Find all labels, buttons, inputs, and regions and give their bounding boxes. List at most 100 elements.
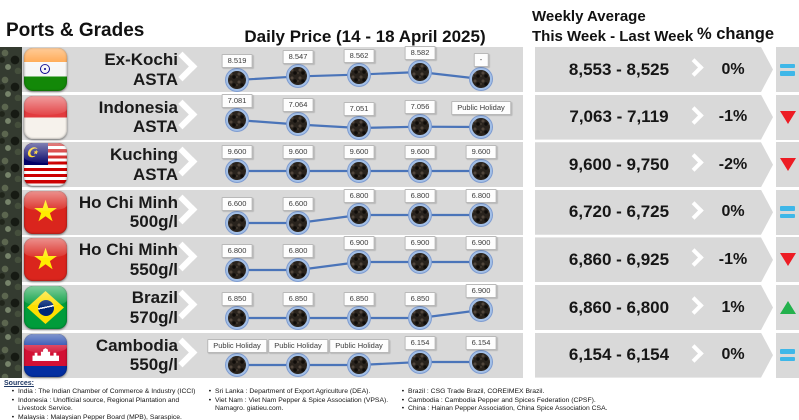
- price-point-label: Public Holiday: [207, 338, 267, 353]
- peppercorn-data-point: [348, 63, 370, 86]
- price-point-label: Public Holiday: [451, 100, 511, 115]
- vietnam-flag-icon: ★: [24, 238, 67, 282]
- price-line: [237, 308, 482, 320]
- source-item: • Malaysia : Malaysian Pepper Board (MPB)…: [11, 413, 182, 420]
- percent-change-value: -1%: [718, 108, 748, 126]
- trend-indicator-cell: [776, 142, 799, 188]
- price-point-label: 6.800: [221, 244, 253, 259]
- peppercorn-data-point: [409, 307, 431, 329]
- row-band: [0, 189, 523, 235]
- price-line: [236, 70, 482, 82]
- peppercorn-data-point: [226, 307, 248, 329]
- peppercorn-data-point: [409, 160, 431, 183]
- peppercorn-data-point: [348, 160, 370, 183]
- price-point-label: 7.056: [404, 100, 436, 115]
- port-name: Ho Chi Minh: [78, 240, 178, 260]
- price-point-label: 9.600: [404, 145, 436, 160]
- source-item: • Cambodia : Cambodia Pepper and Spices F…: [401, 396, 596, 404]
- trend-indicator-cell: [776, 285, 799, 330]
- price-point-label: 6.900: [465, 236, 497, 251]
- grade-name: ASTA: [132, 69, 178, 89]
- price-point-label: 6.850: [221, 292, 253, 306]
- price-row-indonesia-asta: Indonesia ASTA 7.081 7.064 7.051 7.056 Public …: [0, 93, 799, 140]
- price-point-label: 6.850: [404, 292, 436, 306]
- sources-column: • India : The Indian Chamber of Commerce …: [8, 388, 200, 420]
- peppercorn-data-point: [287, 113, 309, 136]
- peppercorn-data-point: [470, 160, 492, 183]
- price-point-label: -: [473, 53, 489, 67]
- weekly-average-value: 9,600 - 9,750: [568, 154, 670, 174]
- port-grade-label: Ex-Kochi ASTA: [60, 50, 178, 89]
- weekly-average-cell: 6,720 - 6,725 0%: [535, 189, 773, 235]
- weekly-average-cell: 6,860 - 6,925 -1%: [535, 237, 773, 283]
- price-point-label: 9.600: [282, 145, 314, 160]
- grade-name: 570g/l: [129, 307, 178, 327]
- price-point-label: 8.582: [404, 46, 436, 60]
- peppercorn-data-point: [348, 116, 370, 139]
- weekly-average-value: 6,720 - 6,725: [568, 202, 670, 222]
- percent-change-value: 1%: [721, 298, 745, 316]
- weekly-average-cell: 8,553 - 8,525 0%: [535, 47, 773, 92]
- weekly-average-value: 7,063 - 7,119: [569, 107, 669, 127]
- price-point-label: 6.600: [282, 196, 314, 211]
- peppercorn-data-point: [409, 203, 431, 226]
- peppercorn-data-point: [226, 211, 248, 234]
- daily-price-chart: Public Holiday Public Holiday Public Holid…: [0, 333, 523, 378]
- trend-indicator-cell: [776, 332, 799, 378]
- peppercorn-data-point: [470, 203, 492, 226]
- port-grade-label: Kuching ASTA: [60, 145, 178, 184]
- row-band: [0, 94, 523, 140]
- peppercorn-data-point: [470, 299, 492, 321]
- price-row-kuching-asta: ☪ Kuching ASTA 9.600 9.600 9.600 9.600 9.600 9,6…: [0, 142, 799, 188]
- sources-label: Sources:: [4, 380, 34, 387]
- price-point-label: 8.519: [221, 54, 253, 68]
- trend-indicator-cell: [776, 189, 799, 235]
- peppercorn-data-point: [470, 350, 492, 373]
- grade-name: 550g/l: [129, 355, 178, 375]
- price-point-label: 7.051: [343, 101, 375, 116]
- trend-indicator-cell: [776, 94, 799, 140]
- daily-price-chart: 6.800 6.800 6.900 6.900 6.900: [0, 236, 523, 282]
- source-item: • China : Hainan Pepper Association, Chin…: [401, 405, 608, 413]
- peppercorn-data-point: [348, 307, 370, 329]
- price-point-label: 9.600: [343, 145, 375, 160]
- up-triangle-icon: [779, 301, 796, 314]
- equal-icon: [780, 349, 795, 362]
- port-name: Ho Chi Minh: [78, 192, 178, 212]
- peppercorn-data-point: [348, 353, 370, 376]
- source-item: • Viet Nam : Viet Nam Pepper & Spice Asso…: [208, 396, 389, 413]
- weekly-average-cell: 6,154 - 6,154 0%: [535, 332, 773, 378]
- weekly-average-line1: Weekly Average: [532, 8, 646, 25]
- daily-price-chart: 6.600 6.600 6.800 6.800 6.800: [0, 188, 523, 235]
- price-point-label: 8.547: [282, 50, 314, 65]
- price-point-label: 6.600: [221, 196, 253, 211]
- daily-price-chart: 8.519 8.547 8.562 8.582 -: [0, 46, 523, 92]
- price-point-label: 6.850: [282, 292, 314, 306]
- peppercorn-data-point: [409, 115, 431, 138]
- peppercorn-data-point: [287, 259, 309, 282]
- trend-indicator-cell: [776, 237, 799, 283]
- weekly-average-line2: This Week - Last Week: [532, 28, 694, 45]
- weekly-average-cell: 9,600 - 9,750 -2%: [535, 142, 773, 188]
- row-band: [0, 47, 523, 92]
- weekly-average-header: Weekly Average This Week - Last Week: [532, 7, 693, 47]
- price-line: [237, 170, 481, 173]
- row-band: [0, 237, 523, 283]
- port-name: Cambodia: [95, 335, 178, 355]
- weekly-average-value: 8,553 - 8,525: [568, 59, 670, 79]
- source-item: • India : The Indian Chamber of Commerce …: [11, 388, 196, 395]
- peppercorn-data-point: [470, 68, 492, 90]
- source-item: • Brazil : CSG Trade Brazil, COREIMEX Bra…: [401, 388, 545, 395]
- cambodia-flag-icon: [24, 333, 67, 377]
- port-name: Kuching: [110, 145, 178, 165]
- down-triangle-icon: [779, 110, 796, 124]
- vietnam-flag-icon: ★: [24, 190, 67, 234]
- daily-price-chart: 6.850 6.850 6.850 6.850 6.900: [0, 284, 523, 330]
- grade-name: ASTA: [132, 117, 178, 137]
- weekly-average-cell: 7,063 - 7,119 -1%: [535, 94, 773, 140]
- peppercorn-data-point: [409, 251, 431, 274]
- peppercorn-data-point: [287, 353, 309, 376]
- port-grade-label: Ho Chi Minh 550g/l: [60, 240, 178, 279]
- price-row-ho-chi-minh-550g-l: ★ Ho Chi Minh 550g/l 6.800 6.800 6.900 6.900 6.…: [0, 236, 799, 283]
